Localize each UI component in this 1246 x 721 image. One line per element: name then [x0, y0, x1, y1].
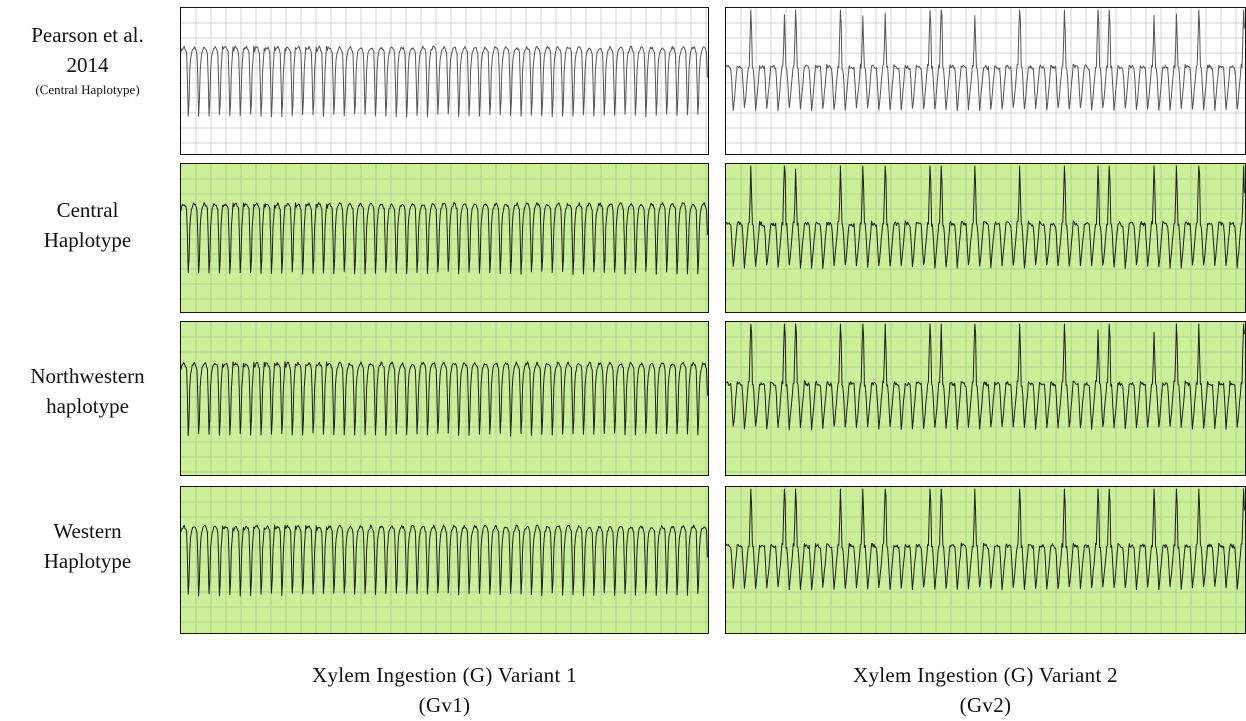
waveform-trace	[181, 45, 708, 118]
panel-background	[726, 322, 1245, 475]
panel-grid	[726, 164, 1245, 312]
column-label-abbr: (Gv2)	[959, 693, 1012, 718]
waveform-trace	[181, 202, 708, 275]
waveform-trace	[726, 488, 1245, 591]
waveform-trace	[726, 9, 1245, 112]
row-label-line: Western	[53, 519, 122, 543]
panel-background	[181, 164, 708, 312]
waveform-trace	[726, 165, 1245, 269]
column-label-gv2: Xylem Ingestion (G) Variant 2 (Gv2)	[725, 660, 1246, 721]
row-label-line: Haplotype	[43, 549, 132, 574]
panel-grid	[726, 487, 1245, 633]
panel-grid	[181, 164, 708, 312]
waveform-trace	[726, 323, 1245, 431]
panel-background	[181, 322, 708, 475]
column-label-title: Xylem Ingestion (G) Variant 1	[312, 663, 577, 687]
panel-background	[181, 487, 708, 633]
waveform-trace	[181, 524, 708, 597]
panel-background	[726, 164, 1245, 312]
row-label-line: Northwestern	[30, 364, 145, 388]
row-label-line: Haplotype	[43, 228, 132, 253]
waveform-panel	[725, 7, 1246, 155]
waveform-trace	[181, 361, 708, 437]
row-label-central: Central Haplotype	[0, 195, 175, 256]
row-label-note: (Central Haplotype)	[35, 81, 140, 97]
panel-background	[181, 8, 708, 154]
row-label-line: haplotype	[46, 394, 129, 419]
row-label-northwestern: Northwestern haplotype	[0, 361, 175, 422]
waveform-panel	[180, 486, 709, 634]
waveform-panel	[725, 163, 1246, 313]
row-label-line: Central	[56, 198, 119, 222]
column-label-title: Xylem Ingestion (G) Variant 2	[853, 663, 1118, 687]
panel-grid	[181, 8, 708, 154]
waveform-panel	[180, 7, 709, 155]
waveform-panel	[725, 486, 1246, 634]
waveform-panel	[725, 321, 1246, 476]
waveform-panel	[180, 163, 709, 313]
row-label-line: 2014	[66, 53, 109, 78]
row-label-pearson: Pearson et al. 2014 (Central Haplotype)	[0, 20, 175, 100]
panel-background	[726, 487, 1245, 633]
panel-background	[726, 8, 1245, 154]
row-label-line: Pearson et al.	[31, 23, 144, 47]
waveform-panel	[180, 321, 709, 476]
column-label-gv1: Xylem Ingestion (G) Variant 1 (Gv1)	[180, 660, 709, 721]
row-label-western: Western Haplotype	[0, 516, 175, 577]
panel-grid	[726, 8, 1245, 154]
column-label-abbr: (Gv1)	[418, 693, 471, 718]
